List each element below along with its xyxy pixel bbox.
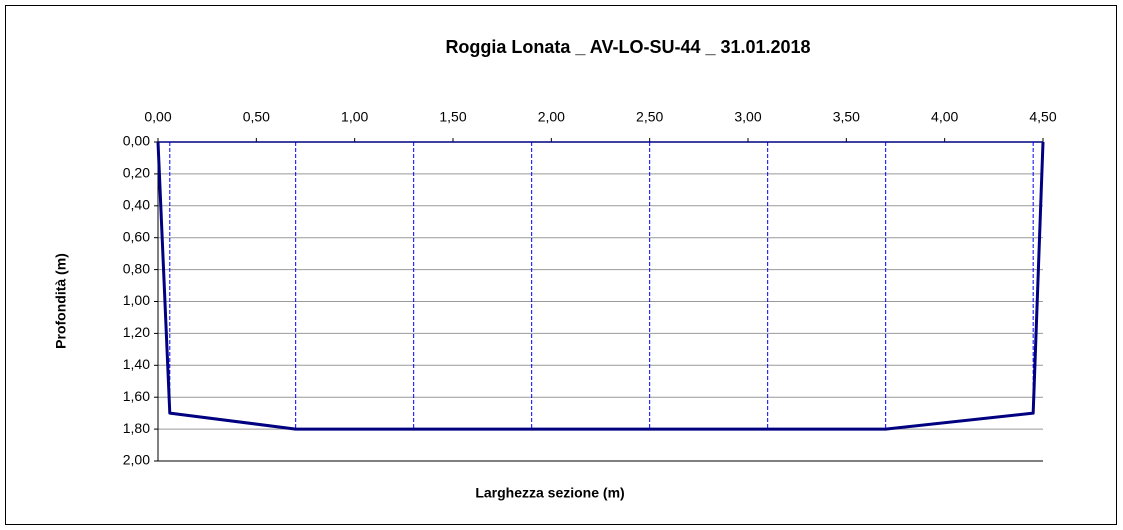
x-tick-label: 1,00	[341, 109, 368, 125]
chart-title: Roggia Lonata _ AV-LO-SU-44 _ 31.01.2018	[445, 37, 810, 57]
y-tick-label: 0,00	[123, 133, 150, 149]
y-tick-label: 1,40	[123, 356, 150, 372]
y-tick-label: 0,80	[123, 260, 150, 276]
x-tick-label: 4,00	[931, 109, 958, 125]
profile-line	[156, 141, 1045, 431]
y-tick-label: 0,40	[123, 197, 150, 213]
chart-border	[5, 5, 1117, 525]
y-tick-label: 0,20	[123, 165, 150, 181]
y-axis-title: Profondità (m)	[53, 253, 69, 349]
x-tick-label: 3,50	[833, 109, 860, 125]
x-tick-label: 0,00	[144, 109, 171, 125]
x-tick-label: 0,50	[243, 109, 270, 125]
y-tick-label: 2,00	[123, 452, 150, 468]
x-axis-title: Larghezza sezione (m)	[475, 485, 624, 501]
x-tick-label: 4,50	[1029, 109, 1056, 125]
y-tick-label: 1,00	[123, 292, 150, 308]
x-tick-label: 2,50	[636, 109, 663, 125]
x-tick-label: 1,50	[439, 109, 466, 125]
y-tick-label: 1,80	[123, 420, 150, 436]
x-tick-label: 2,00	[538, 109, 565, 125]
y-tick-label: 0,60	[123, 228, 150, 244]
y-tick-label: 1,20	[123, 324, 150, 340]
y-tick-label: 1,60	[123, 388, 150, 404]
x-tick-label: 3,00	[734, 109, 761, 125]
